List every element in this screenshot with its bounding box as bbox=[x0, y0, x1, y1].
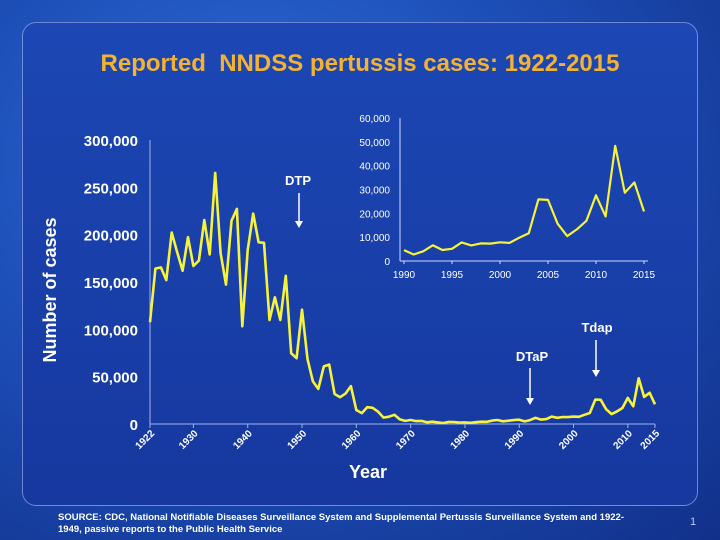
inset-y-tick-label: 30,000 bbox=[359, 186, 390, 197]
x-tick-label: 1980 bbox=[449, 428, 473, 452]
x-tick-label: 1950 bbox=[286, 428, 310, 452]
inset-axes: 0 10,000 20,000 30,000 40,000 50,000 60,000 199… bbox=[359, 114, 655, 281]
annotation-label: DTaP bbox=[516, 349, 549, 364]
inset-y-tick-label: 50,000 bbox=[359, 138, 390, 149]
y-tick-label: 200,000 bbox=[84, 228, 138, 245]
x-tick-label: 2015 bbox=[639, 428, 663, 452]
x-axis-title: Year bbox=[349, 462, 387, 482]
source-footnote: SOURCE: CDC, National Notifiable Disease… bbox=[58, 512, 624, 535]
inset-y-tick-label: 10,000 bbox=[359, 233, 390, 244]
inset-x-tick-label: 1990 bbox=[393, 270, 416, 281]
page-number: 1 bbox=[690, 516, 697, 528]
annotation-label: DTP bbox=[285, 173, 311, 188]
inset-plot bbox=[403, 144, 646, 256]
y-tick-label: 300,000 bbox=[84, 133, 138, 150]
annotation-label: Tdap bbox=[581, 320, 612, 335]
main-axes: 0 50,000 100,000 150,000 200,000 250,000 300,0… bbox=[40, 133, 662, 482]
y-tick-label: 150,000 bbox=[84, 275, 138, 292]
inset-series-line-cases bbox=[403, 144, 646, 256]
inset-x-tick-label: 2005 bbox=[537, 270, 560, 281]
annotation-arrow-head bbox=[592, 370, 600, 377]
inset-y-tick-label: 40,000 bbox=[359, 162, 390, 173]
y-tick-label: 250,000 bbox=[84, 180, 138, 197]
x-tick-label: 2010 bbox=[611, 428, 635, 452]
inset-x-tick-label: 2000 bbox=[489, 270, 512, 281]
annotations: DTP DTaP Tdap bbox=[285, 173, 613, 405]
annotation-arrow-head bbox=[526, 398, 534, 405]
inset-y-tick-label: 0 bbox=[384, 257, 390, 268]
y-tick-label: 0 bbox=[130, 417, 138, 434]
inset-x-tick-label: 2015 bbox=[633, 270, 656, 281]
x-tick-label: 1960 bbox=[340, 428, 364, 452]
series-line-cases bbox=[148, 171, 657, 425]
x-tick-label: 1930 bbox=[177, 428, 201, 452]
x-tick-label: 1940 bbox=[231, 428, 255, 452]
inset-x-tick-label: 1995 bbox=[441, 270, 464, 281]
inset-y-tick-label: 60,000 bbox=[359, 114, 390, 125]
y-axis-title: Number of cases bbox=[40, 217, 60, 362]
inset-y-tick-label: 20,000 bbox=[359, 209, 390, 220]
x-tick-label: 1990 bbox=[503, 428, 527, 452]
y-tick-label: 100,000 bbox=[84, 322, 138, 339]
annotation-arrow-head bbox=[295, 221, 303, 228]
page-title: Reported NNDSS pertussis cases: 1922-201… bbox=[100, 50, 620, 77]
slide-panel bbox=[22, 22, 698, 506]
main-plot bbox=[148, 171, 657, 425]
x-tick-label: 2000 bbox=[557, 428, 581, 452]
inset-x-tick-label: 2010 bbox=[585, 270, 608, 281]
y-tick-label: 50,000 bbox=[92, 370, 138, 387]
x-tick-label: 1970 bbox=[394, 428, 418, 452]
